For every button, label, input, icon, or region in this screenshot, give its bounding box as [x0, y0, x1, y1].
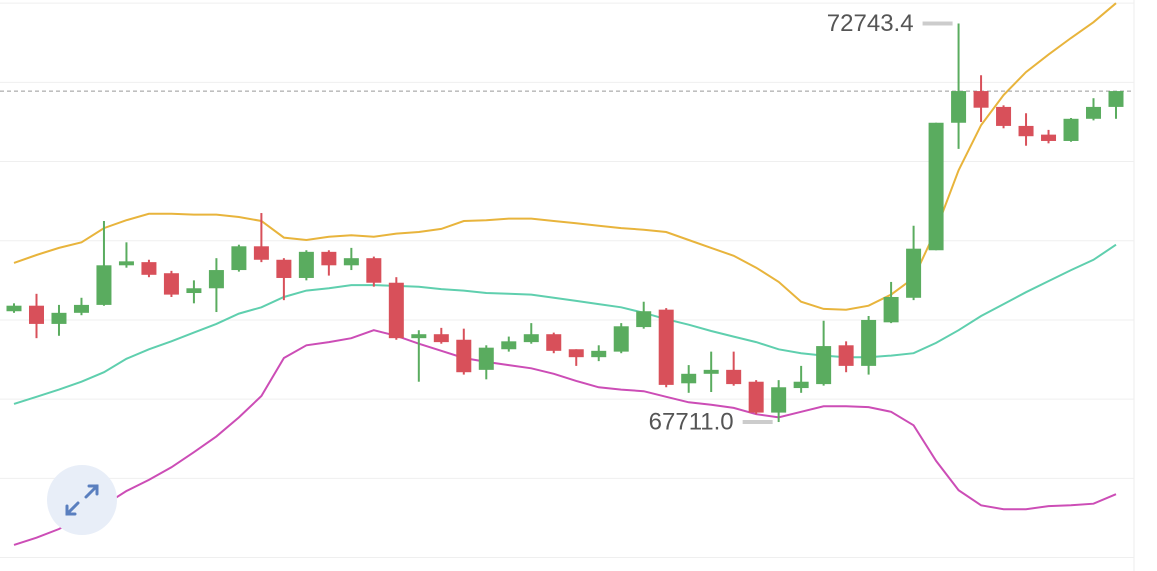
candle-body — [681, 373, 697, 384]
expand-button[interactable] — [47, 465, 117, 535]
candle-body — [591, 350, 607, 358]
candle-body — [96, 265, 112, 305]
plot: 72743.4 67711.0 — [0, 2, 1134, 559]
candle-body — [276, 259, 292, 278]
candle-body — [996, 106, 1012, 126]
candle-body — [636, 311, 652, 328]
candle-body — [343, 258, 359, 266]
candle-body — [726, 369, 742, 385]
candle-body — [253, 246, 269, 260]
extreme-label: 72743.4 — [827, 10, 914, 37]
candle-body — [186, 288, 202, 294]
candle-body — [1086, 106, 1102, 119]
extreme-label: 67711.0 — [649, 408, 734, 435]
candle-body — [793, 381, 809, 389]
expand-button-bg[interactable] — [47, 465, 117, 535]
candle-body — [231, 246, 247, 271]
candle-body — [861, 319, 877, 366]
candle-body — [883, 296, 899, 323]
candle-body — [1108, 91, 1124, 107]
candle-body — [1063, 118, 1079, 141]
candle-body — [1018, 125, 1034, 137]
candle-body — [73, 304, 89, 313]
candle-body — [973, 91, 989, 108]
candle-body — [141, 262, 157, 275]
expand-icon[interactable] — [65, 484, 99, 516]
candle-body — [388, 282, 404, 339]
candle-body — [771, 387, 787, 413]
candle-body — [411, 334, 427, 339]
candle-body — [6, 305, 22, 312]
candle-body — [433, 334, 449, 343]
candle-body — [118, 261, 134, 266]
candle-body — [546, 334, 562, 351]
candle-body — [816, 346, 832, 385]
candle-body — [658, 309, 674, 385]
candle-body — [838, 345, 854, 366]
candle-body — [163, 273, 179, 295]
band-line — [13, 329, 1117, 546]
candle-body — [951, 91, 967, 123]
candle-body — [928, 122, 944, 251]
candle-body — [298, 251, 314, 278]
candle-body — [1041, 134, 1057, 141]
candle-body — [748, 381, 764, 413]
candle-body — [28, 305, 44, 324]
candle-body — [501, 341, 517, 350]
candle-body — [208, 270, 224, 289]
candle-body — [366, 258, 382, 283]
candle-body — [906, 248, 922, 298]
candle-body — [456, 339, 472, 373]
candle-body — [523, 334, 539, 343]
candle-body — [568, 349, 584, 358]
candle-body — [613, 326, 629, 352]
band-line — [13, 243, 1117, 405]
candle-body — [478, 347, 494, 370]
candle-body — [51, 312, 67, 324]
candle-body — [703, 369, 719, 374]
candle-body — [321, 251, 337, 266]
